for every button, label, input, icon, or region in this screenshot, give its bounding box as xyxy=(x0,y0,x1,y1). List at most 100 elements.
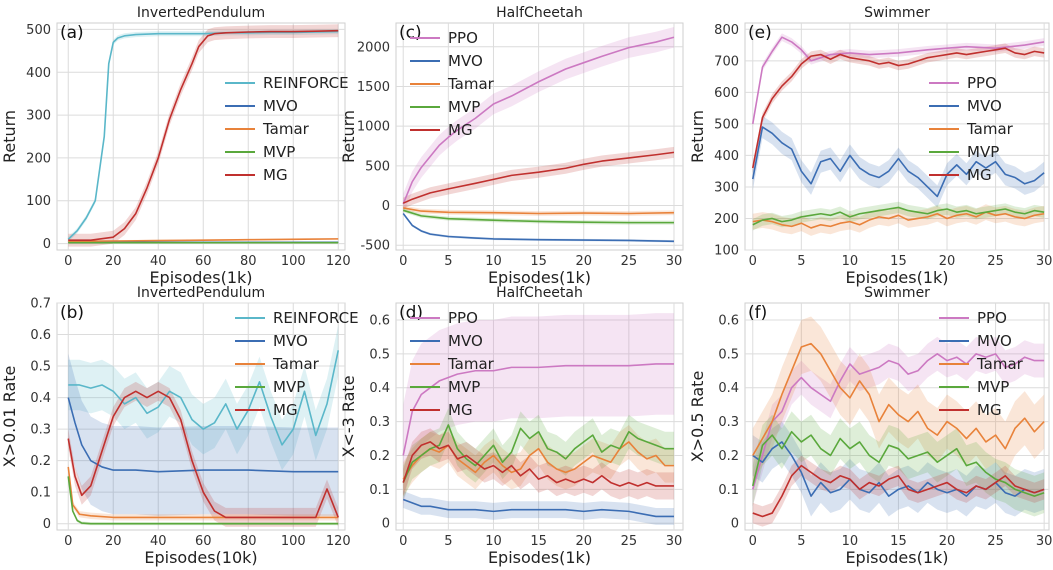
legend-label: MG xyxy=(977,401,1002,419)
plot-area xyxy=(395,22,684,251)
series-line-mvp xyxy=(752,206,1045,226)
series-line-mg xyxy=(68,29,339,241)
series-line-mg xyxy=(402,151,675,204)
y-tick-label: 200 xyxy=(26,151,51,166)
y-tick-label: 600 xyxy=(714,86,739,101)
legend-label: MVP xyxy=(273,378,305,396)
y-tick-label: 0 xyxy=(382,199,390,214)
series-group xyxy=(751,33,1045,236)
series-group xyxy=(751,316,1045,527)
y-tick-label: 0.2 xyxy=(718,449,739,464)
y-tick-label: 0.4 xyxy=(369,381,390,396)
x-tick-label: 30 xyxy=(666,254,683,269)
series-line-tamar xyxy=(752,342,1045,456)
panel-label: (a) xyxy=(60,23,84,43)
series-band-mg xyxy=(68,381,339,527)
legend-label: MVO xyxy=(448,52,483,70)
x-tick-label: 5 xyxy=(797,254,805,269)
series-line-ppo xyxy=(402,363,674,456)
series-line-tamar xyxy=(752,211,1045,229)
y-tick-label: 0.2 xyxy=(369,449,390,464)
legend-label: MVP xyxy=(967,143,999,161)
y-tick-label: 700 xyxy=(714,54,739,69)
chart-title: HalfCheetah xyxy=(496,285,583,301)
y-tick-label: 400 xyxy=(26,66,51,81)
x-axis-label: Episodes(1k) xyxy=(149,268,252,287)
x-tick-label: 80 xyxy=(240,254,257,269)
y-tick-label: 800 xyxy=(714,23,739,38)
series-line-tamar xyxy=(68,238,339,243)
series-line-mvo xyxy=(402,213,674,243)
x-tick-label: 0 xyxy=(64,254,72,269)
series-line-mg xyxy=(67,390,339,519)
x-tick-label: 100 xyxy=(281,254,306,269)
y-tick-label: 0.4 xyxy=(718,381,739,396)
y-tick-label: 0.1 xyxy=(718,483,739,498)
series-band-mvo xyxy=(403,491,674,525)
legend-label: Tamar xyxy=(976,355,1024,373)
series-band-ppo xyxy=(403,26,674,215)
y-tick-label: 0 xyxy=(731,517,739,532)
x-tick-label: 30 xyxy=(666,534,683,549)
y-tick-label: 0.5 xyxy=(718,347,739,362)
legend-label: Tamar xyxy=(272,355,320,373)
x-tick-label: 25 xyxy=(621,534,638,549)
x-tick-label: 20 xyxy=(105,534,122,549)
x-tick-label: 120 xyxy=(326,534,351,549)
series-line-mg xyxy=(751,47,1045,169)
y-tick-label: 0.6 xyxy=(30,328,51,343)
x-tick-label: 25 xyxy=(987,254,1004,269)
series-line-tamar xyxy=(403,207,674,215)
series-line-ppo xyxy=(752,353,1045,490)
series-band-mg xyxy=(403,146,674,209)
y-axis-label: X<-3 Rate xyxy=(339,375,358,457)
series-band-mvp xyxy=(752,201,1045,231)
y-tick-label: 0 xyxy=(43,517,51,532)
x-tick-label: 10 xyxy=(842,534,859,549)
series-band-mvp xyxy=(752,411,1045,517)
chart-title: Swimmer xyxy=(864,285,930,301)
y-tick-label: 2000 xyxy=(357,40,390,55)
x-tick-label: 20 xyxy=(575,254,592,269)
y-tick-label: 1000 xyxy=(357,120,390,135)
legend-label: MVO xyxy=(273,332,308,350)
series-band-tamar xyxy=(752,316,1045,483)
series-band-mvp xyxy=(403,408,674,500)
panel-c: 0 5 10 15 20 25 30 -500 0 500 1000 1500 2000 (c) HalfC… xyxy=(339,5,684,287)
series-line-mvo xyxy=(751,126,1045,198)
legend-label: MG xyxy=(448,121,473,139)
y-tick-label: 500 xyxy=(26,23,51,38)
y-tick-label: 0.2 xyxy=(30,454,51,469)
series-line-reinforce xyxy=(67,30,339,240)
series-line-mvp xyxy=(402,209,674,224)
series-band-mvo xyxy=(752,116,1045,208)
chart-title: Swimmer xyxy=(864,5,930,21)
y-tick-label: 300 xyxy=(26,109,51,124)
legend: REINFORCE MVO Tamar MVP MG xyxy=(235,309,359,419)
plot-area xyxy=(744,302,1050,531)
series-line-mg xyxy=(402,441,674,487)
x-axis-label: Episodes(1k) xyxy=(488,548,591,567)
x-axis-label: Episodes(1k) xyxy=(488,268,591,287)
series-band-mvp xyxy=(403,208,674,225)
panel-d: 0 5 10 15 20 25 30 0 0.1 0.2 0.3 0.4 0.5 0.6 (d) HalfCh… xyxy=(339,285,684,567)
y-tick-label: 0 xyxy=(382,517,390,532)
x-tick-label: 5 xyxy=(444,254,452,269)
legend: PPO MVO Tamar MVP MG xyxy=(929,74,1014,184)
x-tick-label: 30 xyxy=(1036,534,1053,549)
panel-label: (b) xyxy=(60,303,84,323)
legend-label: PPO xyxy=(448,29,478,47)
chart-title: InvertedPendulum xyxy=(137,285,265,301)
x-tick-label: 80 xyxy=(240,534,257,549)
panel-label: (f) xyxy=(748,303,767,323)
y-tick-label: 0.5 xyxy=(369,347,390,362)
x-tick-label: 0 xyxy=(399,534,407,549)
y-tick-label: 0.7 xyxy=(30,297,51,312)
series-band-ppo xyxy=(403,313,674,507)
series-band-reinforce xyxy=(68,325,339,471)
panel-label: (e) xyxy=(748,23,772,43)
y-axis-label: X>0.5 Rate xyxy=(688,371,707,463)
y-tick-label: 300 xyxy=(714,180,739,195)
series-line-mvp xyxy=(67,476,339,525)
